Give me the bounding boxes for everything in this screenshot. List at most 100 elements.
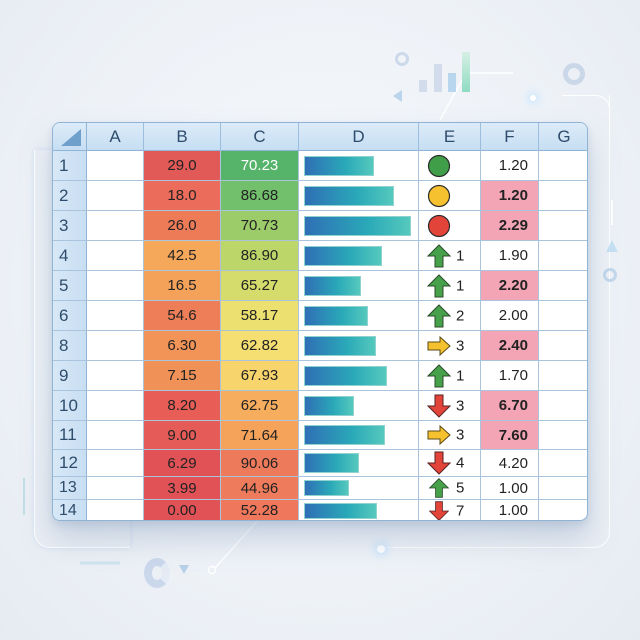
cell-e[interactable]: 7: [419, 500, 481, 520]
cell-f[interactable]: 2.20: [481, 271, 539, 300]
cell-a[interactable]: [87, 181, 144, 210]
cell-b[interactable]: 3.99: [144, 477, 221, 499]
cell-g[interactable]: [539, 271, 587, 300]
cell-f[interactable]: 1.20: [481, 181, 539, 210]
cell-g[interactable]: [539, 151, 587, 180]
row-header[interactable]: 10: [53, 391, 87, 420]
cell-c[interactable]: 86.90: [221, 241, 299, 270]
cell-d[interactable]: [299, 331, 419, 360]
column-header-e[interactable]: E: [419, 123, 481, 151]
cell-e[interactable]: [419, 181, 481, 210]
cell-b[interactable]: 26.0: [144, 211, 221, 240]
row-header[interactable]: 6: [53, 301, 87, 330]
cell-f[interactable]: 1.90: [481, 241, 539, 270]
cell-f[interactable]: 1.20: [481, 151, 539, 180]
column-header-g[interactable]: G: [557, 127, 571, 146]
cell-f[interactable]: 1.70: [481, 361, 539, 390]
cell-f[interactable]: 2.40: [481, 331, 539, 360]
column-header-c[interactable]: C: [221, 123, 299, 151]
cell-b[interactable]: 16.5: [144, 271, 221, 300]
cell-a[interactable]: [87, 271, 144, 300]
cell-a[interactable]: [87, 477, 144, 499]
cell-d[interactable]: [299, 271, 419, 300]
cell-f[interactable]: 7.60: [481, 421, 539, 449]
cell-d[interactable]: [299, 181, 419, 210]
cell-b[interactable]: 8.20: [144, 391, 221, 420]
row-header[interactable]: 5: [53, 271, 87, 300]
cell-f[interactable]: 1.00: [481, 477, 539, 499]
cell-c[interactable]: 65.27: [221, 271, 299, 300]
cell-d[interactable]: [299, 301, 419, 330]
cell-a[interactable]: [87, 241, 144, 270]
cell-a[interactable]: [87, 391, 144, 420]
cell-e[interactable]: 4: [419, 450, 481, 476]
column-header-f[interactable]: F: [481, 123, 539, 151]
select-all-corner[interactable]: [53, 123, 87, 151]
cell-d[interactable]: [299, 361, 419, 390]
cell-d[interactable]: [299, 391, 419, 420]
row-header[interactable]: 13: [53, 477, 87, 499]
cell-a[interactable]: [87, 421, 144, 449]
row-header[interactable]: 9: [53, 361, 87, 390]
cell-b[interactable]: 0.00: [144, 500, 221, 520]
cell-a[interactable]: [87, 450, 144, 476]
cell-g[interactable]: [539, 477, 587, 499]
cell-e[interactable]: [419, 151, 481, 180]
cell-f[interactable]: 4.20: [481, 450, 539, 476]
cell-e[interactable]: [419, 211, 481, 240]
cell-c[interactable]: 70.73: [221, 211, 299, 240]
cell-b[interactable]: 9.00: [144, 421, 221, 449]
cell-g[interactable]: [539, 450, 587, 476]
cell-e[interactable]: 2: [419, 301, 481, 330]
cell-e[interactable]: 1: [419, 241, 481, 270]
cell-g[interactable]: [539, 301, 587, 330]
cell-c[interactable]: 62.82: [221, 331, 299, 360]
cell-d[interactable]: [299, 421, 419, 449]
cell-a[interactable]: [87, 301, 144, 330]
row-header[interactable]: 3: [53, 211, 87, 240]
cell-g[interactable]: [539, 241, 587, 270]
row-header[interactable]: 14: [53, 500, 87, 520]
cell-g[interactable]: [539, 361, 587, 390]
row-header[interactable]: 11: [53, 421, 87, 449]
cell-e[interactable]: 3: [419, 331, 481, 360]
cell-d[interactable]: [299, 241, 419, 270]
cell-g[interactable]: [539, 421, 587, 449]
cell-c[interactable]: 86.68: [221, 181, 299, 210]
cell-d[interactable]: [299, 151, 419, 180]
row-header[interactable]: 8: [53, 331, 87, 360]
cell-e[interactable]: 3: [419, 421, 481, 449]
cell-d[interactable]: [299, 211, 419, 240]
cell-a[interactable]: [87, 331, 144, 360]
cell-c[interactable]: 71.64: [221, 421, 299, 449]
cell-c[interactable]: 62.75: [221, 391, 299, 420]
row-header[interactable]: 1: [53, 151, 87, 180]
cell-g[interactable]: [539, 391, 587, 420]
cell-f[interactable]: 1.00: [481, 500, 539, 520]
cell-b[interactable]: 18.0: [144, 181, 221, 210]
row-header[interactable]: 12: [53, 450, 87, 476]
cell-b[interactable]: 7.15: [144, 361, 221, 390]
cell-g[interactable]: [539, 211, 587, 240]
cell-c[interactable]: 52.28: [221, 500, 299, 520]
cell-e[interactable]: 3: [419, 391, 481, 420]
column-header-d[interactable]: D: [299, 123, 419, 151]
cell-e[interactable]: 1: [419, 361, 481, 390]
cell-b[interactable]: 42.5: [144, 241, 221, 270]
cell-a[interactable]: [87, 211, 144, 240]
cell-f[interactable]: 2.00: [481, 301, 539, 330]
cell-c[interactable]: 67.93: [221, 361, 299, 390]
cell-c[interactable]: 44.96: [221, 477, 299, 499]
cell-a[interactable]: [87, 361, 144, 390]
cell-f[interactable]: 6.70: [481, 391, 539, 420]
cell-c[interactable]: 58.17: [221, 301, 299, 330]
cell-f[interactable]: 2.29: [481, 211, 539, 240]
cell-d[interactable]: [299, 477, 419, 499]
cell-d[interactable]: [299, 500, 419, 520]
column-header-b[interactable]: B: [144, 123, 221, 151]
row-header[interactable]: 2: [53, 181, 87, 210]
cell-b[interactable]: 6.29: [144, 450, 221, 476]
cell-e[interactable]: 5: [419, 477, 481, 499]
cell-b[interactable]: 6.30: [144, 331, 221, 360]
cell-a[interactable]: [87, 500, 144, 520]
